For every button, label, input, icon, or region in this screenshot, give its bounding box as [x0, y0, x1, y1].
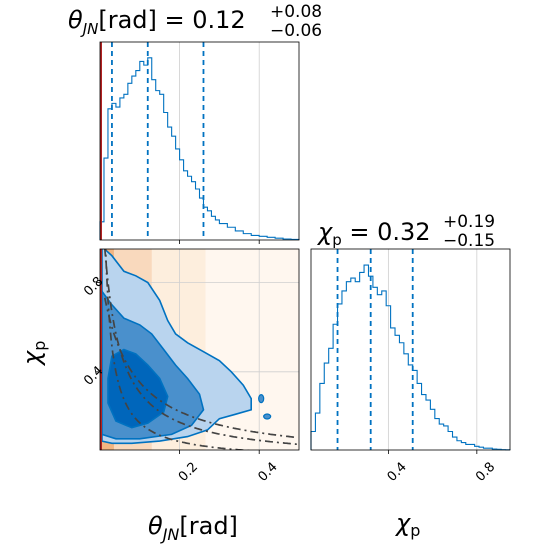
theta-title-minus: −0.06 — [270, 21, 322, 41]
chi-title-plus: +0.19 — [443, 212, 495, 232]
y-axis-label-chi: χp — [18, 341, 49, 367]
chi-title-symbol: χ — [316, 218, 333, 246]
x-axis-theta-subscript: JN — [160, 525, 180, 544]
theta-histogram-panel — [99, 41, 300, 244]
panel-frame — [310, 248, 511, 451]
theta-title-symbol: θ — [68, 6, 83, 34]
x-tick-label: 0.4 — [385, 460, 410, 485]
contour-island — [258, 394, 265, 404]
contour-island — [263, 413, 272, 420]
dash-dot-curve — [103, 297, 298, 439]
x-axis-chi-subscript: p — [410, 521, 420, 540]
theta-title-unit: [rad] — [98, 6, 157, 34]
theta-title-value: = 0.12 — [157, 6, 246, 34]
chi-title-minus: −0.15 — [443, 231, 495, 251]
panel-frame — [99, 41, 300, 241]
x-axis-theta-unit: [rad] — [179, 512, 238, 540]
x-axis-label-chi: χp — [394, 509, 420, 540]
theta-title-subscript: JN — [80, 20, 99, 38]
joint-contour-panel: 0.2 0.40.40.8 — [81, 248, 300, 485]
chi-title-subscript: p — [332, 231, 342, 249]
joint-content — [100, 249, 299, 450]
chi-panel-title: χp = 0.32 — [316, 218, 431, 249]
x-tick-label: 0.4 — [255, 460, 280, 485]
histogram-step — [99, 57, 300, 241]
histogram-step — [310, 264, 511, 451]
chi-histogram-panel: 0.4 0.8 — [310, 248, 511, 485]
dash-dot-curve — [104, 249, 254, 450]
x-axis-theta-symbol: θ — [148, 512, 163, 540]
y-axis-chi-subscript: p — [30, 341, 49, 351]
panel-frame — [99, 248, 300, 451]
theta-title-plus: +0.08 — [270, 2, 322, 22]
x-tick-label: 0.8 — [473, 460, 498, 485]
x-tick-label: 0.2 — [176, 460, 201, 485]
dash-dot-curve — [103, 249, 298, 446]
x-axis-label-theta: θJN[rad] — [148, 512, 238, 544]
chi-title-value: = 0.32 — [342, 218, 431, 246]
x-axis-chi-symbol: χ — [394, 509, 411, 537]
theta-panel-title: θJN[rad] = 0.12 — [68, 6, 246, 38]
y-axis-chi-symbol: χ — [18, 350, 46, 367]
